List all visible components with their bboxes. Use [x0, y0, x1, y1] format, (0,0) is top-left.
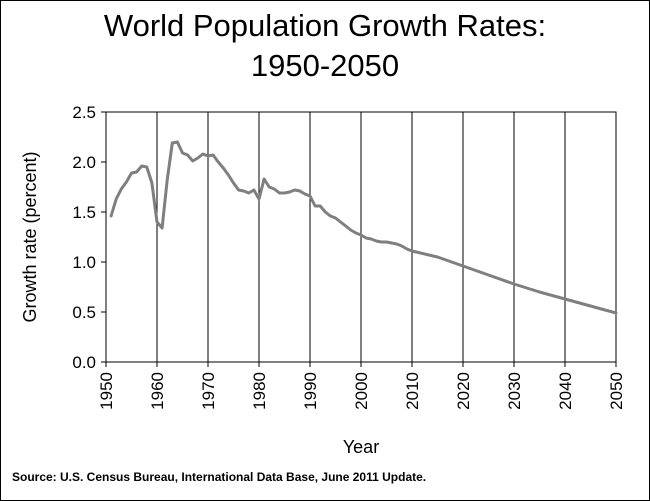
- y-tick-label-0.0: 0.0: [72, 353, 96, 372]
- x-tick-label-1950: 1950: [97, 372, 116, 410]
- chart-title: World Population Growth Rates: 1950-2050: [0, 6, 650, 86]
- y-tick-label-0.5: 0.5: [72, 303, 96, 322]
- x-tick-label-1980: 1980: [250, 372, 269, 410]
- x-tick-label-1970: 1970: [199, 372, 218, 410]
- y-tick-label-1.0: 1.0: [72, 253, 96, 272]
- x-axis-label: Year: [343, 437, 379, 457]
- chart-title-line-2: 1950-2050: [250, 48, 400, 83]
- growth-rate-line: [109, 140, 618, 315]
- x-tick-label-2030: 2030: [505, 372, 524, 410]
- y-axis-label: Growth rate (percent): [20, 151, 40, 322]
- x-axis-ticks: 1950 1960 1970 1980 1990 2000 2010 2020 2030 2040…: [97, 362, 626, 410]
- x-tick-label-2050: 2050: [607, 372, 626, 410]
- source-note: Source: U.S. Census Bureau, Internationa…: [12, 470, 427, 484]
- x-tick-label-2000: 2000: [352, 372, 371, 410]
- x-tick-label-2040: 2040: [556, 372, 575, 410]
- chart-title-line-1: World Population Growth Rates:: [103, 8, 547, 43]
- y-tick-label-1.5: 1.5: [72, 203, 96, 222]
- x-tick-label-1960: 1960: [148, 372, 167, 410]
- x-tick-label-1990: 1990: [301, 372, 320, 410]
- y-axis-ticks: 0.0 0.5 1.0 1.5 2.0 2.5: [72, 103, 106, 372]
- y-tick-label-2.0: 2.0: [72, 153, 96, 172]
- y-tick-label-2.5: 2.5: [72, 103, 96, 122]
- x-tick-label-2010: 2010: [403, 372, 422, 410]
- x-tick-label-2020: 2020: [454, 372, 473, 410]
- vertical-gridlines: [156, 112, 566, 362]
